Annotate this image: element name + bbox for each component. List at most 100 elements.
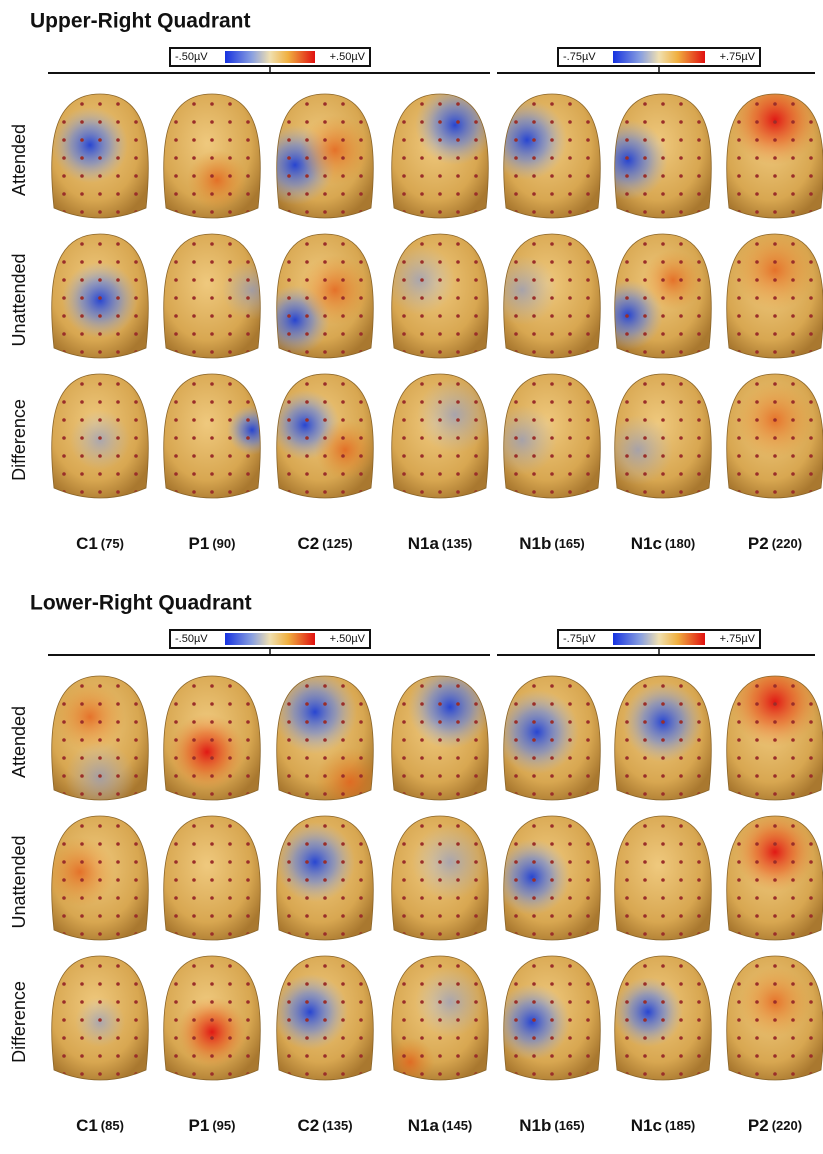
- electrode: [228, 1018, 232, 1022]
- potential-blob: [643, 250, 703, 310]
- electrode: [323, 382, 327, 386]
- electrode: [438, 210, 442, 214]
- electrode: [359, 964, 363, 968]
- electrode: [661, 1000, 665, 1004]
- electrode: [420, 774, 424, 778]
- electrode: [62, 774, 66, 778]
- electrode: [341, 1018, 345, 1022]
- electrode: [210, 436, 214, 440]
- electrode: [586, 472, 590, 476]
- electrode: [737, 418, 741, 422]
- electrode: [228, 756, 232, 760]
- electrode: [625, 738, 629, 742]
- electrode: [661, 260, 665, 264]
- electrode: [604, 842, 608, 846]
- electrode: [210, 1054, 214, 1058]
- electrode: [210, 824, 214, 828]
- electrode: [287, 332, 291, 336]
- electrode: [604, 332, 608, 336]
- panel-title: Lower-Right Quadrant: [30, 592, 252, 615]
- electrode: [492, 156, 496, 160]
- electrode: [287, 260, 291, 264]
- electrode: [62, 242, 66, 246]
- electrode: [323, 824, 327, 828]
- electrode: [715, 1036, 719, 1040]
- electrode: [568, 914, 572, 918]
- electrode: [134, 400, 138, 404]
- electrode: [174, 824, 178, 828]
- electrode: [514, 824, 518, 828]
- scalp-map: [494, 956, 608, 1080]
- electrode: [532, 400, 536, 404]
- electrode: [305, 260, 309, 264]
- electrode: [377, 720, 381, 724]
- electrode: [604, 260, 608, 264]
- electrode: [755, 774, 759, 778]
- scalp-map: [45, 816, 156, 940]
- electrode: [323, 472, 327, 476]
- electrode: [287, 400, 291, 404]
- electrode: [192, 490, 196, 494]
- electrode: [210, 332, 214, 336]
- electrode: [359, 774, 363, 778]
- electrode: [305, 350, 309, 354]
- electrode: [715, 350, 719, 354]
- electrode: [532, 454, 536, 458]
- color-bar-max: +.75µV: [720, 51, 756, 63]
- electrode: [305, 382, 309, 386]
- latency: (220): [772, 1118, 802, 1133]
- electrode: [438, 332, 442, 336]
- electrode: [737, 774, 741, 778]
- electrode: [210, 878, 214, 882]
- electrode: [625, 1018, 629, 1022]
- electrode: [192, 1036, 196, 1040]
- electrode: [604, 138, 608, 142]
- electrode: [755, 138, 759, 142]
- electrode: [773, 684, 777, 688]
- electrode: [359, 914, 363, 918]
- electrode: [791, 860, 795, 864]
- electrode: [791, 878, 795, 882]
- electrode: [697, 332, 701, 336]
- potential-blob: [45, 837, 115, 907]
- electrode: [438, 720, 442, 724]
- electrode: [661, 102, 665, 106]
- electrode: [341, 454, 345, 458]
- electrode: [192, 278, 196, 282]
- electrode: [456, 382, 460, 386]
- electrode: [62, 472, 66, 476]
- electrode: [643, 332, 647, 336]
- electrode: [210, 472, 214, 476]
- electrode: [773, 156, 777, 160]
- electrode: [492, 454, 496, 458]
- electrode: [359, 400, 363, 404]
- electrode: [791, 964, 795, 968]
- electrode: [287, 896, 291, 900]
- electrode: [134, 1000, 138, 1004]
- electrode: [737, 296, 741, 300]
- electrode: [715, 982, 719, 986]
- electrode: [438, 878, 442, 882]
- electrode: [661, 792, 665, 796]
- electrode: [586, 1000, 590, 1004]
- electrode: [80, 314, 84, 318]
- electrode: [192, 102, 196, 106]
- electrode: [643, 454, 647, 458]
- electrode: [377, 1000, 381, 1004]
- electrode: [402, 192, 406, 196]
- electrode: [791, 174, 795, 178]
- scalp-map: [164, 234, 282, 358]
- electrode: [532, 138, 536, 142]
- scalp-map: [727, 75, 823, 218]
- electrode: [438, 454, 442, 458]
- electrode: [116, 138, 120, 142]
- electrode: [174, 842, 178, 846]
- electrode: [98, 174, 102, 178]
- electrode: [474, 896, 478, 900]
- electrode: [456, 914, 460, 918]
- electrode: [377, 120, 381, 124]
- potential-blob: [55, 682, 125, 752]
- potential-blob: [385, 245, 455, 315]
- electrode: [305, 824, 309, 828]
- electrode: [550, 1072, 554, 1076]
